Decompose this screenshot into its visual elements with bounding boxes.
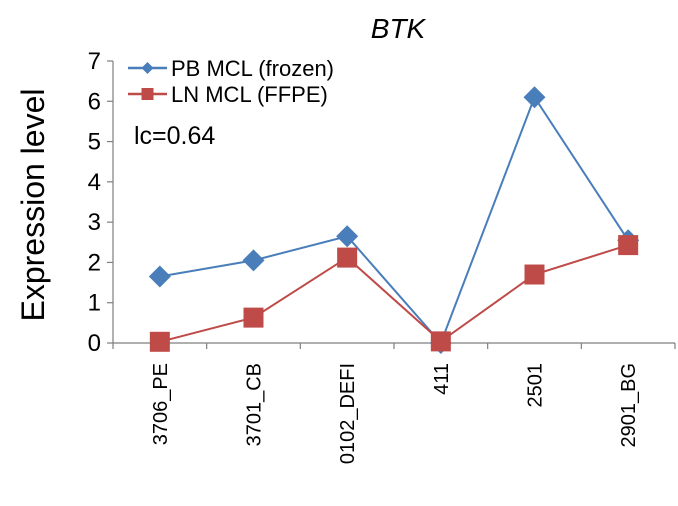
y-tick-label: 0 [88,330,101,357]
legend: PB MCL (frozen)LN MCL (FFPE) [128,56,334,107]
y-tick-label: 7 [88,48,101,75]
legend-item: PB MCL (frozen) [128,56,334,81]
x-tick-label: 3701_CB [244,363,266,446]
data-point-square [149,331,170,352]
series-1 [148,86,640,354]
y-tick-label: 3 [88,209,101,236]
legend-square-marker [141,88,154,100]
axes: 0 1 2 3 4 5 6 7 3706_PE 3701_CB 0102_DEFI 411 2501 29… [88,48,676,464]
legend-label: LN MCL (FFPE) [171,82,328,107]
y-tick-label: 2 [88,249,101,276]
x-tick-label: 0102_DEFI [337,363,359,464]
series-2 [149,235,639,352]
data-point-diamond [148,265,171,288]
legend-label: PB MCL (frozen) [171,56,334,81]
series-line [159,244,629,343]
y-axis-label: Expression level [15,89,51,322]
data-point-square [524,264,545,285]
data-point-square [243,307,264,328]
data-point-square [618,235,639,256]
x-tick-label: 2501 [525,363,547,408]
y-tick-label: 1 [88,290,101,317]
data-point-diamond [523,86,546,109]
legend-item: LN MCL (FFPE) [128,82,328,107]
data-point-square [430,331,451,352]
y-tick-label: 6 [88,88,101,115]
y-tick-label: 4 [88,169,101,196]
chart-title: BTK [371,13,427,44]
y-tick-label: 5 [88,129,101,156]
data-point-square [337,247,358,268]
x-tick-label: 411 [431,363,453,395]
data-point-diamond [336,225,359,248]
series-line [159,95,630,345]
x-tick-label: 2901_BG [618,363,640,448]
x-tick-label: 3706_PE [150,363,172,445]
series-layer [148,86,640,354]
data-point-diamond [242,249,265,272]
correlation-annotation: lc=0.64 [134,122,215,150]
legend-diamond-marker [141,62,154,74]
